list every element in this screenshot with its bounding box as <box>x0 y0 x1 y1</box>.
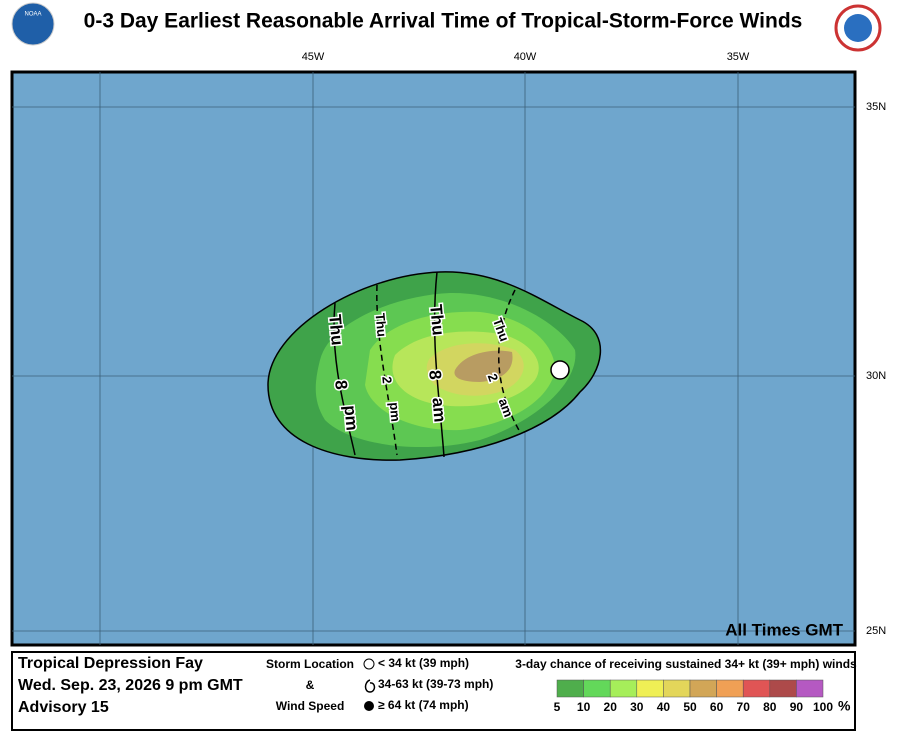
title: 0-3 Day Earliest Reasonable Arrival Time… <box>84 10 803 33</box>
nws-logo-inner <box>844 14 872 42</box>
key-item: ≥ 64 kt (74 mph) <box>378 698 469 712</box>
scale-label: 40 <box>657 700 671 714</box>
key-item: 34-63 kt (39-73 mph) <box>378 677 493 691</box>
storm-info: Tropical Depression Fay <box>18 655 203 672</box>
scale-swatch <box>689 679 717 698</box>
scale-swatch <box>583 679 611 698</box>
scale-label: 80 <box>763 700 777 714</box>
storm-info: Advisory 15 <box>18 699 109 716</box>
key-item: < 34 kt (39 mph) <box>378 656 469 670</box>
key-symbol <box>363 658 375 670</box>
scale-swatch <box>742 679 771 698</box>
scale-swatch <box>769 679 797 698</box>
contour-label: am <box>428 397 449 423</box>
contour-label: Thu <box>373 312 390 337</box>
noaa-logo <box>11 2 55 46</box>
scale-swatch <box>796 679 824 698</box>
contour-label: pm <box>387 402 404 423</box>
scale-swatch <box>556 679 584 698</box>
contour-label: Thu <box>426 304 448 337</box>
key-symbol <box>364 679 376 693</box>
contour-label: 8 <box>425 369 445 380</box>
scale-swatch <box>636 679 664 698</box>
scale-swatch <box>716 679 744 698</box>
lat-label: 25N <box>866 625 886 637</box>
scale-swatch <box>609 679 638 698</box>
scale-label: 70 <box>737 700 751 714</box>
lon-label: 45W <box>302 51 325 63</box>
lon-label: 35W <box>727 51 750 63</box>
lon-label: 40W <box>514 51 537 63</box>
lat-label: 30N <box>866 370 886 382</box>
time-note: All Times GMT <box>725 620 843 639</box>
lat-label: 35N <box>866 101 886 113</box>
contour-label: 8 <box>331 379 351 390</box>
scale-title: 3-day chance of receiving sustained 34+ … <box>515 657 857 671</box>
logo-text: NOAA <box>24 12 41 18</box>
scale-label: 30 <box>630 700 644 714</box>
scale-label: 50 <box>683 700 697 714</box>
key-symbol <box>364 701 374 711</box>
scale-label: 90 <box>790 700 804 714</box>
contour-label: pm <box>340 404 361 431</box>
contour-label: 2 <box>379 376 395 385</box>
arrival-contours <box>333 271 521 458</box>
contour-label: Thu <box>325 314 347 347</box>
key-title: Wind Speed <box>276 699 345 713</box>
scale-label: 60 <box>710 700 724 714</box>
scale-swatch <box>663 679 691 698</box>
scale-unit: % <box>838 698 851 714</box>
scale-label: 10 <box>577 700 591 714</box>
storm-info: Wed. Sep. 23, 2026 9 pm GMT <box>18 677 243 694</box>
key-title: & <box>306 678 315 692</box>
scale-label: 100 <box>813 700 833 714</box>
storm-position <box>550 360 570 380</box>
key-title: Storm Location <box>266 657 354 671</box>
scale-label: 20 <box>604 700 618 714</box>
scale-label: 5 <box>554 700 561 714</box>
